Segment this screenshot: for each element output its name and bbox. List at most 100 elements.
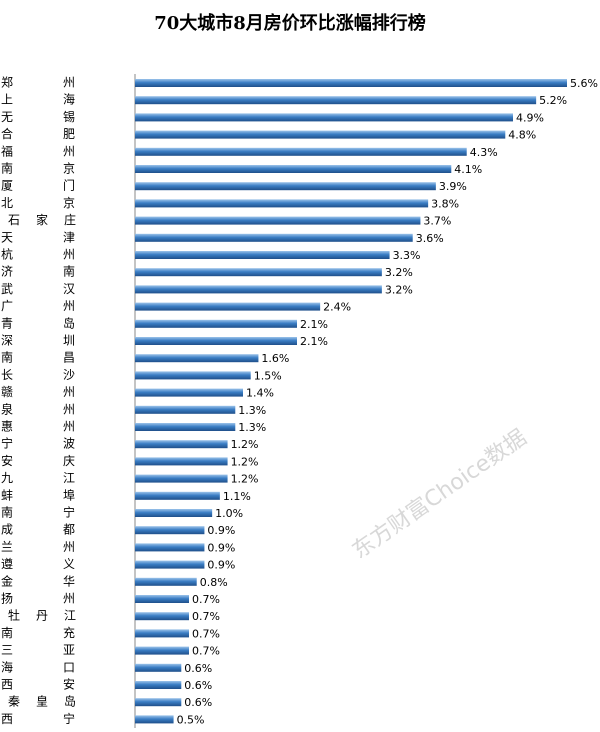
value-label: 4.1% bbox=[454, 163, 482, 176]
bar bbox=[135, 388, 243, 397]
bar bbox=[135, 147, 467, 156]
value-label: 1.1% bbox=[223, 490, 251, 503]
value-label: 0.5% bbox=[177, 713, 205, 726]
category-label: 扬州 bbox=[1, 591, 75, 606]
bar bbox=[135, 337, 297, 345]
category-label: 西安 bbox=[1, 677, 75, 692]
value-label: 0.9% bbox=[207, 541, 235, 554]
category-label: 深圳 bbox=[1, 334, 75, 348]
category-label: 宁波 bbox=[1, 436, 75, 451]
category-label: 遵义 bbox=[1, 556, 75, 571]
category-label: 蚌埠 bbox=[1, 488, 75, 502]
category-label: 武汉 bbox=[1, 282, 75, 296]
value-label: 3.6% bbox=[416, 232, 444, 245]
value-label: 2.4% bbox=[323, 301, 351, 314]
value-label: 5.2% bbox=[539, 94, 567, 107]
bar bbox=[135, 79, 567, 87]
bar bbox=[135, 319, 297, 328]
bar bbox=[135, 560, 205, 569]
value-label: 1.2% bbox=[231, 438, 259, 451]
value-label: 0.7% bbox=[192, 593, 220, 606]
bar bbox=[135, 509, 213, 517]
category-label: 金华 bbox=[1, 573, 75, 588]
category-label: 成都 bbox=[1, 523, 75, 537]
value-label: 4.9% bbox=[516, 111, 544, 124]
value-label: 1.2% bbox=[231, 473, 259, 486]
bar bbox=[135, 715, 174, 724]
value-label: 2.1% bbox=[300, 335, 328, 348]
value-label: 0.7% bbox=[192, 645, 220, 658]
value-label: 4.8% bbox=[508, 129, 536, 142]
category-label: 杭州 bbox=[1, 247, 75, 262]
bar bbox=[135, 698, 182, 707]
bar bbox=[135, 130, 506, 139]
category-label: 青岛 bbox=[1, 315, 75, 330]
value-label: 5.6% bbox=[570, 77, 598, 90]
value-label: 1.6% bbox=[261, 352, 289, 365]
category-label: 秦皇岛 bbox=[8, 694, 76, 709]
bar bbox=[135, 457, 228, 466]
category-label: 安庆 bbox=[1, 453, 75, 468]
category-label: 石家庄 bbox=[8, 212, 76, 227]
bar bbox=[135, 663, 182, 672]
bar bbox=[135, 491, 220, 500]
category-label: 上海 bbox=[1, 92, 75, 107]
bar bbox=[135, 423, 236, 431]
value-label: 2.1% bbox=[300, 318, 328, 331]
category-label: 海口 bbox=[1, 659, 75, 674]
bar bbox=[135, 165, 452, 173]
category-label: 九江 bbox=[1, 471, 75, 485]
value-label: 0.7% bbox=[192, 627, 220, 640]
category-label: 郑州 bbox=[1, 75, 75, 90]
category-label: 赣州 bbox=[1, 385, 75, 399]
bar bbox=[135, 405, 236, 414]
bar bbox=[135, 182, 436, 191]
bar bbox=[135, 96, 537, 105]
bar bbox=[135, 543, 205, 552]
value-label: 0.8% bbox=[200, 576, 228, 589]
category-label: 厦门 bbox=[1, 178, 75, 193]
bar bbox=[135, 681, 182, 689]
category-label: 合肥 bbox=[1, 126, 75, 141]
category-label: 天津 bbox=[1, 230, 75, 244]
bar bbox=[135, 268, 382, 277]
category-label: 长沙 bbox=[1, 368, 75, 382]
bar bbox=[135, 251, 390, 259]
bar bbox=[135, 354, 259, 363]
bar bbox=[135, 302, 321, 311]
chart-title: 70大城市8月房价环比涨幅排行榜 bbox=[154, 12, 426, 34]
value-label: 0.9% bbox=[207, 524, 235, 537]
value-label: 3.9% bbox=[439, 180, 467, 193]
value-label: 0.6% bbox=[184, 696, 212, 709]
value-label: 4.3% bbox=[470, 146, 498, 159]
value-label: 1.2% bbox=[231, 455, 259, 468]
bar bbox=[135, 371, 251, 380]
value-label: 3.7% bbox=[423, 215, 451, 228]
value-label: 1.0% bbox=[215, 507, 243, 520]
value-label: 1.3% bbox=[238, 404, 266, 417]
category-label: 泉州 bbox=[1, 402, 75, 416]
bar bbox=[135, 233, 413, 242]
category-label: 牡丹江 bbox=[8, 608, 76, 623]
value-label: 0.7% bbox=[192, 610, 220, 623]
value-label: 0.6% bbox=[184, 662, 212, 675]
watermark: 东方财富Choice数据 bbox=[348, 425, 532, 564]
bar bbox=[135, 629, 189, 638]
category-label: 兰州 bbox=[1, 540, 75, 554]
bar bbox=[135, 595, 189, 603]
bar bbox=[135, 440, 228, 449]
value-label: 3.8% bbox=[431, 197, 459, 210]
bar bbox=[135, 199, 429, 208]
category-label: 南充 bbox=[1, 625, 75, 640]
bar bbox=[135, 216, 421, 225]
value-label: 0.9% bbox=[207, 559, 235, 572]
category-label: 无锡 bbox=[1, 109, 75, 124]
category-label: 三亚 bbox=[1, 643, 75, 657]
bar bbox=[135, 474, 228, 483]
bar bbox=[135, 646, 189, 655]
value-label: 1.4% bbox=[246, 387, 274, 400]
category-label: 南京 bbox=[1, 161, 75, 176]
category-label: 北京 bbox=[1, 196, 75, 210]
value-label: 3.2% bbox=[385, 266, 413, 279]
